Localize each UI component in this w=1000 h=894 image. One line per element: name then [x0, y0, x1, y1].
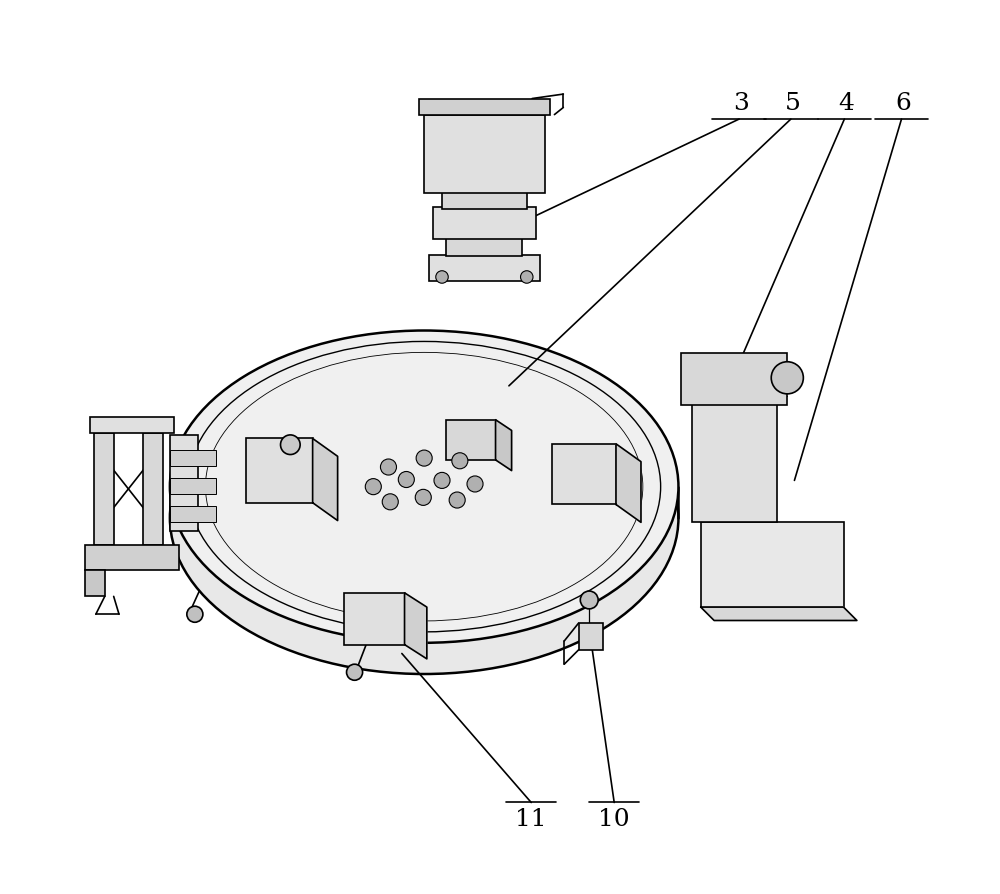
- Bar: [692, 402, 777, 523]
- Bar: [143, 434, 163, 545]
- Circle shape: [415, 490, 431, 506]
- Circle shape: [416, 451, 432, 467]
- Circle shape: [347, 664, 363, 680]
- Circle shape: [449, 493, 465, 509]
- Circle shape: [452, 453, 468, 469]
- Circle shape: [365, 479, 381, 495]
- Bar: [701, 523, 844, 607]
- Polygon shape: [616, 444, 641, 523]
- Bar: [246, 439, 313, 503]
- Circle shape: [398, 472, 414, 488]
- Polygon shape: [405, 593, 427, 659]
- Text: 10: 10: [598, 807, 630, 831]
- Bar: [579, 623, 603, 650]
- Bar: [552, 444, 616, 505]
- Circle shape: [436, 272, 448, 284]
- Bar: [170, 435, 198, 532]
- Text: 5: 5: [785, 92, 801, 115]
- Bar: [446, 238, 522, 257]
- Bar: [442, 192, 527, 210]
- Circle shape: [187, 606, 203, 622]
- Text: 11: 11: [515, 807, 547, 831]
- Polygon shape: [701, 607, 857, 620]
- Text: 6: 6: [895, 92, 911, 115]
- Text: 3: 3: [733, 92, 749, 115]
- Text: 4: 4: [838, 92, 854, 115]
- Bar: [90, 417, 174, 434]
- Bar: [85, 570, 105, 596]
- Polygon shape: [496, 420, 512, 471]
- Bar: [681, 353, 787, 405]
- Bar: [170, 507, 216, 523]
- Bar: [170, 451, 216, 467]
- Bar: [85, 545, 179, 570]
- Bar: [433, 208, 536, 240]
- Circle shape: [281, 435, 300, 455]
- Circle shape: [580, 591, 598, 609]
- Bar: [424, 115, 545, 194]
- Ellipse shape: [170, 362, 678, 674]
- Circle shape: [521, 272, 533, 284]
- Bar: [170, 478, 216, 494]
- Bar: [429, 256, 540, 283]
- Bar: [344, 593, 405, 645]
- Circle shape: [467, 477, 483, 493]
- Ellipse shape: [170, 331, 678, 643]
- Bar: [94, 434, 114, 545]
- Circle shape: [434, 473, 450, 489]
- Bar: [446, 420, 496, 460]
- Bar: [419, 99, 550, 115]
- Circle shape: [380, 460, 397, 476]
- Polygon shape: [313, 439, 338, 521]
- Circle shape: [382, 494, 398, 510]
- Circle shape: [771, 362, 803, 394]
